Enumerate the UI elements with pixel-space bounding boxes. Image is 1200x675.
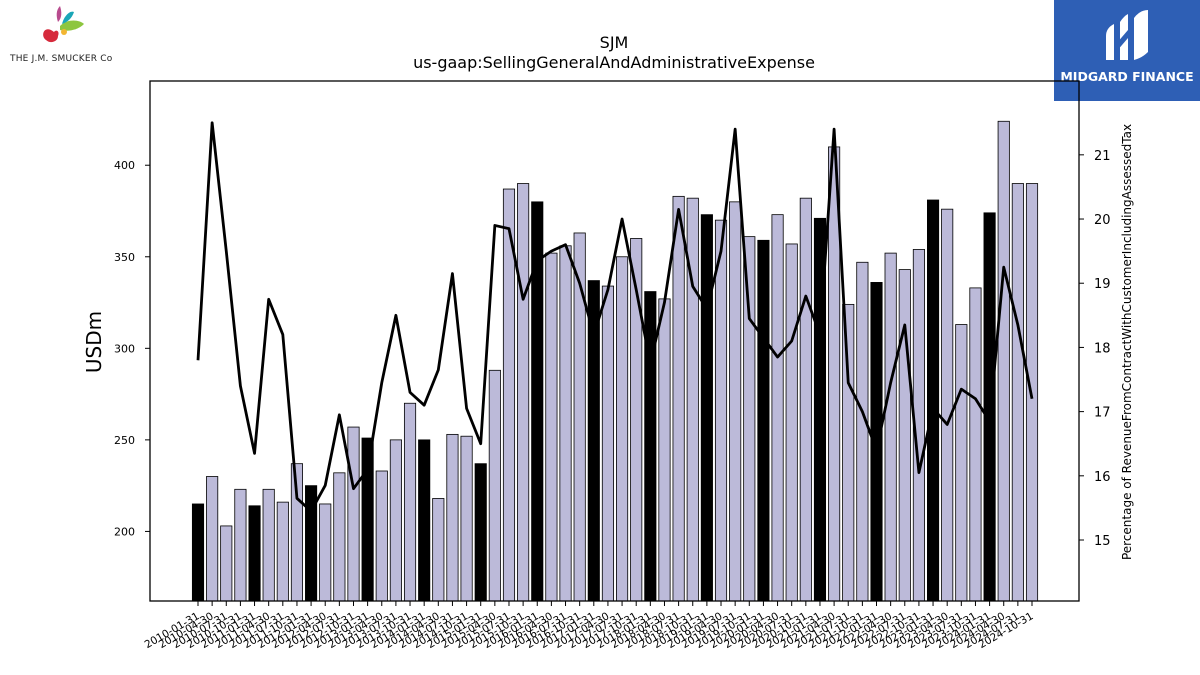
bar — [446, 433, 459, 602]
y2-tick-label: 16 — [1094, 470, 1111, 485]
y-tick-label: 250 — [114, 434, 135, 447]
bar — [248, 505, 261, 602]
bar — [488, 369, 501, 602]
y2-tick-label: 18 — [1094, 341, 1111, 356]
badge-text: MIDGARD FINANCE — [1060, 69, 1194, 84]
bar — [403, 402, 417, 602]
bar — [969, 287, 982, 602]
bar — [389, 439, 402, 602]
bar — [658, 298, 671, 602]
bar — [375, 470, 388, 602]
bar — [1011, 183, 1024, 602]
bar — [474, 463, 487, 602]
bar — [545, 252, 558, 602]
bar — [191, 503, 205, 602]
bar — [842, 303, 855, 602]
bar — [460, 435, 473, 602]
y2-tick-label: 17 — [1094, 406, 1111, 421]
bar — [517, 183, 530, 602]
bar — [771, 214, 784, 602]
bar — [757, 239, 770, 602]
bar — [955, 324, 968, 602]
bar — [884, 252, 897, 602]
y2-tick-label: 21 — [1094, 149, 1111, 164]
bar — [601, 285, 614, 602]
y-tick-label: 200 — [114, 525, 135, 538]
bar — [785, 243, 798, 602]
bar — [927, 199, 940, 602]
bar — [898, 269, 911, 602]
bar — [347, 426, 360, 602]
bar — [333, 472, 346, 602]
y2-tick-label: 20 — [1094, 213, 1111, 228]
y2-tick-label: 15 — [1094, 534, 1111, 549]
apple-logo-icon — [43, 6, 84, 43]
y-axis-label: USDm — [82, 311, 106, 373]
bar — [799, 197, 812, 602]
bar — [729, 201, 742, 602]
bar — [616, 256, 629, 602]
bar — [941, 208, 954, 602]
chart-subtitle: us-gaap:SellingGeneralAndAdministrativeE… — [413, 53, 815, 72]
bar — [276, 501, 289, 602]
y-tick-label: 400 — [114, 159, 135, 172]
bar — [234, 488, 247, 602]
bar — [743, 236, 756, 602]
bar — [700, 214, 713, 602]
bar — [559, 245, 572, 602]
logo-text: THE J.M. SMUCKER Co — [10, 54, 113, 64]
y-tick-label: 300 — [114, 342, 135, 355]
plot-frame — [149, 80, 1080, 602]
bar — [856, 261, 869, 602]
bar — [672, 195, 685, 602]
bar — [262, 488, 275, 602]
bar — [319, 503, 332, 602]
bar — [206, 476, 219, 602]
midgard-m-icon — [1106, 10, 1148, 60]
bar — [418, 439, 431, 602]
chart-title: SJM — [600, 33, 629, 52]
company-logo: THE J.M. SMUCKER Co — [4, 4, 124, 66]
bar — [220, 525, 233, 602]
ratio-line — [196, 121, 1034, 513]
y2-tick-label: 19 — [1094, 277, 1111, 292]
midgard-finance-badge: MIDGARD FINANCE — [1054, 0, 1200, 101]
bar — [714, 219, 728, 602]
y-tick-label: 350 — [114, 251, 135, 264]
bar — [587, 280, 600, 602]
y2-axis-label: Percentage of RevenueFromContractWithCus… — [1120, 124, 1134, 560]
bar — [997, 120, 1010, 602]
bar — [432, 498, 445, 602]
